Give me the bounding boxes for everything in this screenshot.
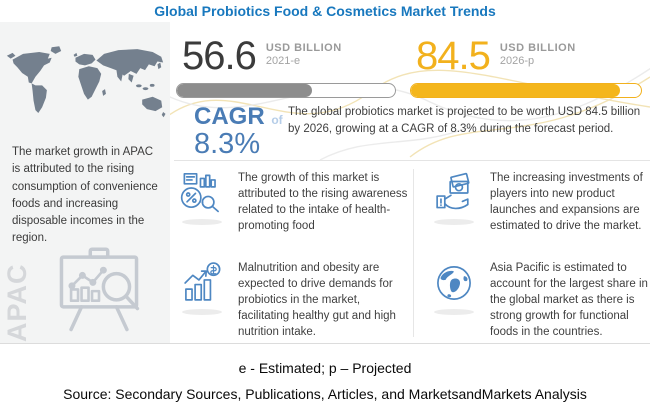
source-line: Source: Secondary Sources, Publications,… [63, 386, 587, 402]
driver-asia-pacific: Asia Pacific is estimated to account for… [428, 260, 648, 340]
apac-description: The market growth in APAC is attributed … [12, 146, 158, 245]
icon-shadow [434, 309, 474, 315]
stat-current: 56.6 USD BILLION 2021-e [182, 36, 342, 76]
stat-projected-period: 2026-p [499, 55, 535, 67]
globe-icon [437, 266, 471, 300]
stat-current-bar [176, 83, 396, 98]
driver-investments: The increasing investments of players in… [428, 170, 648, 234]
stat-current-period: 2021-e [265, 55, 301, 67]
icon-shadow [182, 309, 222, 315]
icon-shadow [182, 219, 222, 225]
stat-current-unit: USD BILLION [265, 42, 342, 54]
page-title: Global Probiotics Food & Cosmetics Marke… [154, 3, 496, 19]
market-panel: 56.6 USD BILLION 2021-e 84.5 USD BILLION… [170, 22, 650, 343]
investment-icon [436, 172, 470, 210]
driver-awareness: The growth of this market is attributed … [176, 170, 408, 234]
stat-current-value: 56.6 [182, 34, 257, 78]
content-area: The market growth in APAC is attributed … [0, 22, 650, 344]
horizontal-divider [174, 160, 650, 161]
driver-text: The increasing investments of players in… [490, 172, 643, 233]
stat-projected-bar-fill [411, 84, 621, 97]
stat-current-bar-fill [177, 84, 313, 97]
cagr-value: 8.3% [194, 128, 261, 161]
footnote-legend: e - Estimated; p – Projected [238, 360, 412, 376]
apac-watermark: APAC [2, 263, 32, 342]
cagr-block: CAGR of 8.3% [194, 104, 283, 161]
stat-projected-bar [410, 83, 642, 98]
stat-projected: 84.5 USD BILLION 2026-p [416, 36, 576, 76]
vertical-divider [413, 169, 414, 337]
driver-text: The growth of this market is attributed … [238, 172, 408, 233]
growth-chart-icon [184, 262, 221, 301]
market-summary: The global probiotics market is projecte… [288, 106, 641, 135]
world-map-icon [6, 46, 166, 118]
icon-shadow [434, 219, 474, 225]
driver-text: Asia Pacific is estimated to account for… [490, 262, 648, 339]
driver-text: Malnutrition and obesity are expected to… [238, 262, 396, 339]
stat-projected-unit: USD BILLION [499, 42, 576, 54]
apac-panel: The market growth in APAC is attributed … [0, 22, 170, 343]
cagr-label: CAGR [194, 103, 265, 130]
stat-projected-value: 84.5 [416, 34, 491, 78]
cagr-of: of [271, 113, 283, 127]
driver-nutrition: Malnutrition and obesity are expected to… [176, 260, 408, 340]
market-analysis-icon [180, 172, 219, 213]
chart-easel-magnifier-icon [59, 247, 140, 332]
